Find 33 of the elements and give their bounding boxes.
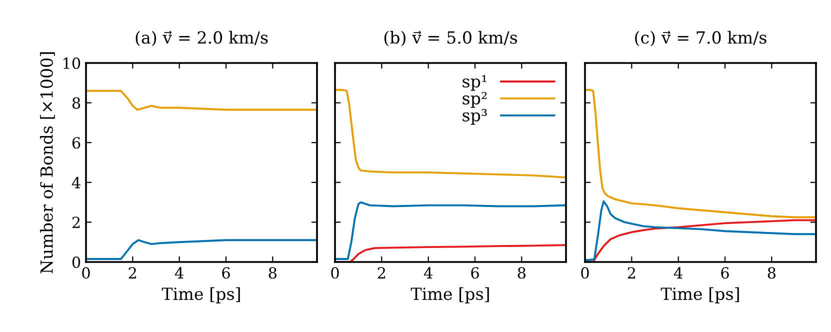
chart-title: (b) v⃗ = 5.0 km/s xyxy=(384,30,518,46)
x-tick-label: 2 xyxy=(628,267,636,278)
line-series xyxy=(86,239,317,260)
y-axis-title: Number of Bonds [×1000] xyxy=(40,52,55,274)
x-tick-label: 0 xyxy=(581,267,589,279)
line-series xyxy=(86,90,317,111)
x-axis-title: Time [ps] xyxy=(410,287,489,304)
y-tick-label: 6 xyxy=(72,137,80,149)
x-tick-label: 8 xyxy=(768,267,776,279)
x-tick-label: 6 xyxy=(471,267,479,279)
x-tick-label: 6 xyxy=(222,267,230,279)
legend-label: sp¹ xyxy=(462,75,486,91)
y-tick-label: 4 xyxy=(72,176,80,188)
x-tick-label: 0 xyxy=(331,267,339,279)
y-tick-label: 8 xyxy=(72,97,80,109)
legend-label: sp² xyxy=(462,92,487,108)
x-tick-label: 2 xyxy=(128,267,136,278)
x-tick-label: 4 xyxy=(424,267,432,278)
x-tick-label: 0 xyxy=(82,267,90,279)
x-tick-label: 4 xyxy=(174,267,184,278)
x-axis-title: Time [ps] xyxy=(162,287,240,304)
x-tick-label: 4 xyxy=(674,267,682,278)
y-tick-label: 2 xyxy=(72,216,80,228)
legend-label: sp³ xyxy=(462,108,487,125)
y-tick-label: 10 xyxy=(64,57,80,70)
chart-title: (c) v⃗ = 7.0 km/s xyxy=(635,30,766,46)
x-tick-label: 8 xyxy=(518,267,526,279)
x-axis-title: Time [ps] xyxy=(660,287,739,304)
x-tick-label: 2 xyxy=(378,267,386,278)
x-tick-label: 8 xyxy=(268,267,276,279)
x-tick-label: 6 xyxy=(721,267,729,279)
chart-title: (a) v⃗ = 2.0 km/s xyxy=(136,30,268,46)
y-tick-label: 0 xyxy=(72,256,80,268)
